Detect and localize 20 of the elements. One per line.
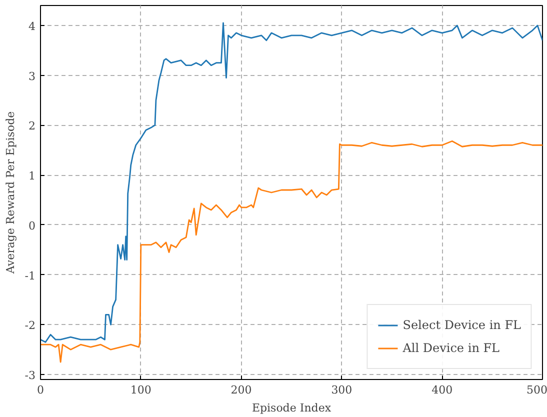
x-tick-label: 200 [230, 384, 252, 396]
legend-label: Select Device in FL [402, 318, 521, 332]
x-tick-label: 100 [130, 384, 152, 396]
y-tick-label: 2 [28, 120, 36, 133]
x-tick-label: 500 [526, 384, 547, 396]
x-tick-label: 0 [37, 384, 44, 396]
y-tick-label: 3 [28, 70, 36, 83]
line-series [40, 140, 542, 363]
y-tick-label: -1 [24, 269, 36, 282]
y-tick-label: -2 [24, 319, 36, 332]
x-tick-label: 300 [331, 384, 352, 396]
line-series [40, 22, 542, 343]
legend-label: All Device in FL [402, 341, 500, 355]
y-tick-label: 1 [28, 170, 36, 183]
x-axis-title: Episode Index [252, 402, 332, 414]
y-tick-label: -3 [24, 369, 36, 382]
y-tick-label: 0 [28, 219, 36, 232]
x-tick-label: 400 [432, 384, 453, 396]
y-tick-label: 4 [28, 20, 36, 33]
y-axis-title: Average Reward Per Episode [4, 111, 17, 275]
